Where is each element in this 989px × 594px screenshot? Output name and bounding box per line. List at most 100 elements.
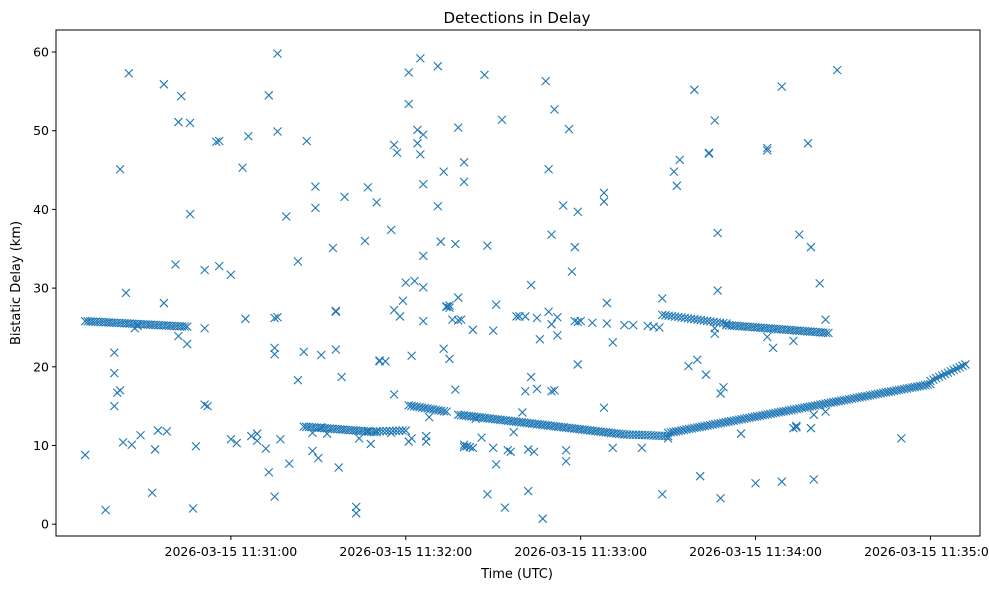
data-point-marker [410, 276, 419, 286]
data-point-marker [270, 492, 280, 502]
data-point-marker [532, 313, 542, 323]
data-point-marker [773, 408, 783, 417]
data-point-marker [191, 441, 201, 451]
data-point-marker [547, 319, 556, 329]
data-point-marker [760, 410, 770, 420]
data-point-marker [293, 375, 303, 385]
data-point-marker [637, 443, 647, 453]
data-point-marker [415, 53, 425, 63]
data-point-marker [334, 463, 344, 472]
data-point-marker [768, 409, 778, 418]
data-point-marker [791, 421, 801, 431]
data-point-marker [162, 426, 172, 436]
data-point-marker [182, 339, 192, 349]
data-point-marker [762, 332, 772, 342]
data-point-marker [462, 441, 472, 451]
data-point-marker [203, 401, 212, 411]
data-point-marker [398, 426, 407, 436]
data-point-marker [955, 362, 964, 372]
data-point-marker [710, 323, 720, 333]
data-point-marker [284, 459, 294, 468]
data-point-marker [679, 425, 689, 435]
data-point-marker [739, 414, 749, 424]
data-point-marker [351, 508, 361, 518]
data-point-marker [763, 409, 773, 419]
data-point-marker [517, 408, 527, 417]
data-point-marker [544, 307, 553, 317]
data-point-marker [724, 417, 733, 427]
data-point-marker [417, 403, 427, 413]
data-point-marker [188, 504, 198, 513]
data-point-marker [561, 445, 571, 455]
data-point-marker [488, 326, 498, 335]
data-point-marker [503, 445, 513, 455]
data-point-marker [934, 372, 944, 382]
data-point-marker [716, 389, 725, 398]
data-point-marker [241, 314, 250, 324]
data-point-marker [689, 85, 699, 95]
data-point-marker [311, 203, 320, 213]
y-tick-label: 30 [33, 281, 49, 296]
data-point-marker [506, 447, 516, 457]
data-point-marker [836, 396, 846, 406]
data-point-marker [273, 312, 282, 322]
data-point-marker [541, 76, 551, 86]
data-point-marker [252, 436, 262, 446]
data-point-marker [946, 366, 956, 376]
data-point-marker [394, 426, 404, 436]
data-point-marker [176, 91, 186, 101]
data-point-marker [386, 428, 396, 438]
data-point-marker [337, 372, 347, 382]
data-point-marker [902, 384, 912, 393]
data-point-marker [109, 368, 119, 378]
data-point-marker [270, 349, 280, 359]
data-markers [80, 49, 970, 524]
data-point-marker [881, 388, 891, 397]
data-point-marker [404, 400, 414, 410]
data-point-marker [789, 336, 798, 346]
data-point-marker [912, 382, 922, 391]
data-point-marker [697, 422, 707, 431]
data-point-marker [705, 420, 715, 430]
data-point-marker [961, 360, 970, 369]
data-point-marker [488, 443, 498, 453]
data-point-marker [668, 427, 678, 437]
data-point-marker [806, 423, 816, 433]
data-point-marker [809, 474, 819, 484]
data-point-marker [745, 413, 754, 423]
data-point-marker [834, 396, 844, 406]
data-point-marker [608, 338, 618, 347]
data-point-marker [391, 426, 401, 436]
data-point-marker [750, 412, 760, 422]
data-point-marker [483, 489, 492, 499]
data-point-marker [826, 398, 836, 408]
data-point-marker [520, 386, 530, 396]
chart-title: Detections in Delay [444, 9, 591, 27]
data-point-marker [666, 428, 676, 437]
data-point-marker [445, 354, 454, 364]
data-point-marker [849, 393, 859, 403]
data-point-marker [293, 256, 303, 266]
data-point-marker [459, 177, 469, 187]
data-point-marker [413, 125, 422, 135]
data-point-marker [159, 298, 169, 308]
data-point-marker [815, 279, 825, 288]
data-point-marker [873, 389, 883, 399]
data-point-marker [491, 300, 501, 310]
data-point-marker [751, 478, 760, 488]
data-point-marker [180, 322, 189, 331]
data-point-marker [863, 391, 872, 401]
data-point-marker [573, 360, 583, 369]
data-point-marker [713, 286, 723, 295]
data-point-marker [552, 330, 562, 340]
data-point-marker [828, 397, 838, 407]
data-point-marker [731, 415, 741, 425]
data-point-marker [692, 423, 702, 432]
data-point-marker [808, 401, 817, 411]
data-point-marker [439, 167, 449, 177]
data-point-marker [468, 325, 478, 335]
data-point-marker [576, 316, 586, 326]
data-point-marker [428, 405, 438, 414]
data-point-marker [802, 402, 812, 412]
